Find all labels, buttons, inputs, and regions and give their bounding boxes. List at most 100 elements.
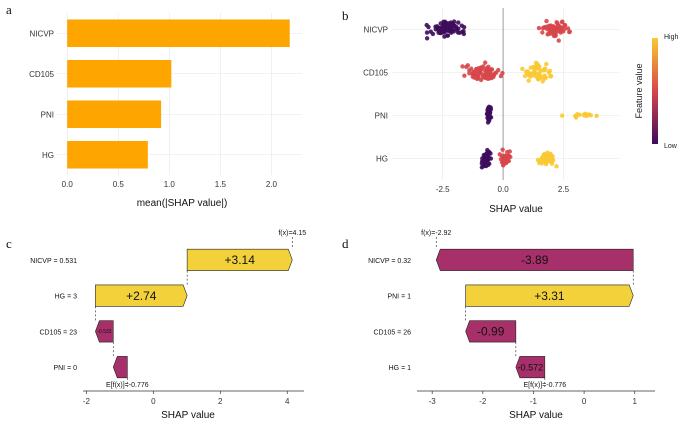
waterfall-value-label: +3.31 [534,289,565,303]
panel-b-point [485,109,491,114]
panel-c-waterfall-chart: NICVP = 0.531 +3.14 HG = 3 +2.74 CD105 = 23 -… [30,230,306,421]
panel-b-x-tick-label: 0.0 [498,185,510,194]
panel-b-point [573,115,579,120]
waterfall-x-tick-label: 0 [582,397,587,406]
panel-b-point [454,27,459,32]
panel-b-point [459,23,464,28]
panel-b-x-tick-label: -2.5 [436,185,450,194]
panel-b-point [594,113,599,119]
waterfall-x-tick-label: 1 [633,397,638,406]
waterfall-bar [95,284,188,307]
panel-b-point [424,22,429,28]
waterfall-row-label: NICVP = 0.531 [30,258,77,265]
panel-a-x-tick-label: 0.5 [113,180,125,189]
panel-b-point [442,19,448,25]
waterfall-x-tick-label: -3 [429,397,437,406]
panel-b-point [436,25,442,31]
panel-b-point [548,74,553,79]
panel-b-point [467,71,472,76]
waterfall-x-tick-label: 4 [285,397,290,406]
panel-b-point [486,112,492,118]
panel-b-point [451,19,457,24]
waterfall-value-label: -0.99 [477,325,505,339]
panel-b-point [554,164,559,169]
panel-b-point [471,69,476,75]
panel-label-c: c [6,236,12,251]
waterfall-bar [95,320,114,343]
waterfall-bar [515,356,546,379]
panel-b-point [582,113,587,118]
base-value-label: E[f(x)]=-0.776 [106,382,149,389]
panel-b-point [588,113,593,118]
panel-a-y-tick-label: NICVP [30,29,54,38]
panel-b-point [481,159,486,165]
panel-b-point [500,147,505,152]
panel-b-point [526,78,531,83]
panel-b-point [530,71,536,76]
panel-b-point [536,65,542,71]
waterfall-row-label: NICVP = 0.32 [368,258,411,265]
waterfall-row-label: HG = 1 [389,365,411,372]
panel-a-x-tick-label: 1.0 [164,180,176,189]
panel-b-point [450,28,455,33]
panel-b-point [546,70,552,75]
panel-b-point [544,18,549,24]
panel-b-point [450,24,456,29]
panel-b-point [559,113,565,118]
panel-b-point [562,22,568,28]
panel-b-point [502,156,507,162]
waterfall-value-label: +2.74 [126,289,157,303]
panel-b-point [546,31,552,36]
panel-label-d: d [342,236,349,251]
panel-b-point [547,25,553,30]
panel-b-y-tick-label: CD105 [363,69,388,78]
panel-c-x-axis-label: SHAP value [161,410,215,421]
panel-b-point [487,73,492,79]
panel-b-point [474,67,479,72]
waterfall-bar [435,248,634,271]
panel-b-point [485,120,491,125]
panel-b-point [506,153,512,159]
fx-label: f(x)=4.15 [278,230,306,237]
waterfall-x-tick-label: 0 [151,397,156,406]
panel-b-point [462,73,467,78]
legend-title: Feature value [634,63,644,118]
waterfall-row-label: CD105 = 23 [39,329,77,336]
panel-b-point [507,149,512,154]
panel-b-point [487,105,492,111]
waterfall-x-tick-label: -2 [83,397,91,406]
panel-b-point [540,67,546,73]
panel-d-waterfall-chart: NICVP = 0.32 -3.89 PNI = 1 +3.31 CD105 = 26 -… [368,230,655,421]
panel-b-point [536,160,542,166]
panel-b-x-axis-label: SHAP value [489,204,543,215]
panel-label-a: a [6,2,12,17]
panel-b-point [433,24,438,29]
panel-b-point [549,153,554,158]
panel-b-legend: High Low Feature value [634,34,679,150]
waterfall-bar [465,284,634,307]
panel-b-point [442,34,447,39]
panel-b-point [484,151,489,156]
panel-a-x-axis-label: mean(|SHAP value|) [137,198,228,209]
panel-b-point [479,72,485,77]
panel-b-point [540,25,546,31]
waterfall-value-label: -3.89 [521,253,549,267]
legend-low-label: Low [664,143,678,150]
panel-b-point [525,69,530,74]
panel-b-x-tick-label: 2.5 [558,185,570,194]
waterfall-row-label: PNI = 0 [53,365,77,372]
panel-b-point [577,112,582,117]
panel-b-point [469,66,474,71]
panel-b-point [444,27,450,32]
panel-b-point [559,19,565,25]
panel-b-point [478,65,483,71]
panel-a-bar [67,100,162,129]
panel-b-point [475,70,480,76]
panel-b-point [464,64,469,70]
panel-a-bar-chart: NICVP CD105 PNI HG 0.0 0.5 1.0 1.5 2.0 mean(|SH… [29,13,302,209]
panel-b-point [424,30,430,35]
panel-b-beeswarm-chart: NICVP CD105 PNI HG -2.5 0.0 2.5 SHAP value Hi… [363,8,679,215]
panel-a-y-tick-label: CD105 [29,70,54,79]
panel-a-bar [67,59,172,88]
